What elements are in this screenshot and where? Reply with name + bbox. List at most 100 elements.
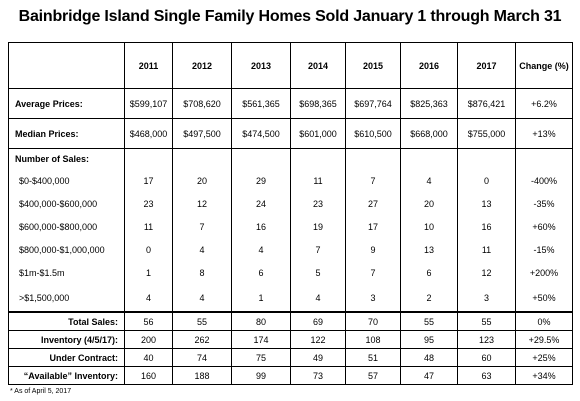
sales-row: $600,000-$800,000 11 7 16 19 17 10 16 +60% [8,215,573,238]
total-row: Inventory (4/5/17): 200 262 174 122 108 95 123 +… [8,330,573,349]
row-label: $400,000-$600,000 [8,192,125,215]
cell: $668,000 [400,118,458,149]
cell: 95 [400,330,458,349]
cell: 56 [124,311,173,331]
footnote: * As of April 5, 2017 [10,388,72,395]
cell: 23 [290,192,346,215]
column-header: 2016 [400,42,458,89]
cell: 19 [290,215,346,238]
cell: $708,620 [172,88,232,119]
row-label: “Available” Inventory: [8,366,125,385]
cell: 4 [124,284,173,313]
cell: 20 [172,169,232,192]
cell: 1 [124,261,173,284]
column-header: 2015 [345,42,401,89]
cell: 262 [172,330,232,349]
cell: 10 [400,215,458,238]
cell: 27 [345,192,401,215]
empty-cell [172,148,232,169]
cell: +60% [515,215,573,238]
cell: 0% [515,311,573,331]
price-row: Median Prices: $468,000 $497,500 $474,500 $6… [8,118,573,149]
cell: 47 [400,366,458,385]
cell: 55 [400,311,458,331]
total-row: “Available” Inventory: 160 188 99 73 57 47 63 +3… [8,366,573,385]
cell: 69 [290,311,346,331]
cell: +50% [515,284,573,313]
cell: 55 [457,311,516,331]
cell: 7 [290,238,346,261]
cell: 200 [124,330,173,349]
cell: 188 [172,366,232,385]
cell: +29.5% [515,330,573,349]
cell: $876,421 [457,88,516,119]
header-row: 2011 2012 2013 2014 2015 2016 2017 Change (%) [8,42,573,89]
row-label: >$1,500,000 [8,284,125,313]
cell: $468,000 [124,118,173,149]
empty-cell [457,148,516,169]
cell: 57 [345,366,401,385]
row-label: Total Sales: [8,311,125,331]
sales-row: $400,000-$600,000 23 12 24 23 27 20 13 -35% [8,192,573,215]
cell: 174 [231,330,291,349]
cell: 73 [290,366,346,385]
header-corner [8,42,125,89]
cell: 7 [172,215,232,238]
cell: 63 [457,366,516,385]
row-label: Median Prices: [8,118,125,149]
cell: 99 [231,366,291,385]
sales-row: >$1,500,000 4 4 1 4 3 2 3 +50% [8,284,573,313]
cell: 0 [124,238,173,261]
cell: 24 [231,192,291,215]
cell: 80 [231,311,291,331]
title: Bainbridge Island Single Family Homes So… [18,8,562,25]
cell: +200% [515,261,573,284]
cell: 60 [457,348,516,367]
cell: 75 [231,348,291,367]
cell: 12 [457,261,516,284]
cell: 70 [345,311,401,331]
column-header: 2017 [457,42,516,89]
cell: $561,365 [231,88,291,119]
cell: 16 [457,215,516,238]
cell: $601,000 [290,118,346,149]
empty-cell [124,148,173,169]
cell: 2 [400,284,458,313]
row-label: $1m-$1.5m [8,261,125,284]
cell: 23 [124,192,173,215]
empty-cell [345,148,401,169]
cell: 17 [345,215,401,238]
cell: -15% [515,238,573,261]
row-label: $0-$400,000 [8,169,125,192]
cell: 16 [231,215,291,238]
cell: 108 [345,330,401,349]
cell: 5 [290,261,346,284]
cell: +34% [515,366,573,385]
cell: 11 [290,169,346,192]
cell: 11 [457,238,516,261]
cell: 7 [345,169,401,192]
cell: +25% [515,348,573,367]
empty-cell [400,148,458,169]
cell: +6.2% [515,88,573,119]
cell: 3 [345,284,401,313]
cell: 17 [124,169,173,192]
column-header: 2013 [231,42,291,89]
cell: 40 [124,348,173,367]
cell: 4 [172,238,232,261]
row-label: Average Prices: [8,88,125,119]
cell: -35% [515,192,573,215]
cell: 74 [172,348,232,367]
cell: $825,363 [400,88,458,119]
cell: +13% [515,118,573,149]
cell: 4 [400,169,458,192]
cell: 8 [172,261,232,284]
cell: 13 [457,192,516,215]
total-row: Under Contract: 40 74 75 49 51 48 60 +25% [8,348,573,367]
row-label: Inventory (4/5/17): [8,330,125,349]
empty-cell [290,148,346,169]
cell: 160 [124,366,173,385]
total-row: Total Sales: 56 55 80 69 70 55 55 0% [8,311,573,331]
column-header: 2011 [124,42,173,89]
